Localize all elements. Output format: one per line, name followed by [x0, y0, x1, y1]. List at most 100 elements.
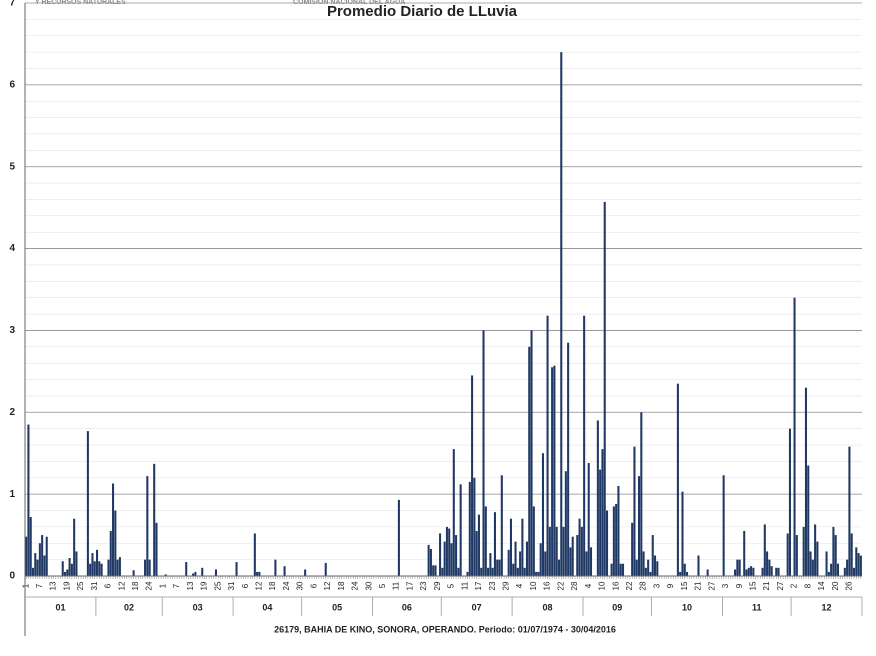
bar: [679, 571, 682, 576]
bar: [850, 533, 853, 576]
bar: [192, 573, 195, 576]
x-tick-label: 9: [666, 583, 675, 588]
bar: [107, 559, 110, 576]
bar: [73, 518, 76, 576]
bar: [480, 567, 483, 576]
x-tick-label: 4: [515, 583, 524, 588]
bar: [509, 518, 512, 576]
x-tick-label: 30: [364, 581, 373, 590]
bar: [761, 567, 764, 576]
bar: [283, 566, 286, 576]
bar: [256, 571, 259, 576]
bar: [118, 557, 121, 576]
bar: [578, 518, 581, 576]
bar: [644, 567, 647, 576]
x-tick-label: 21: [762, 581, 771, 590]
bar: [525, 541, 529, 576]
bar: [512, 563, 515, 576]
bar: [455, 535, 458, 576]
x-tick-label: 4: [584, 583, 593, 588]
bar: [427, 544, 430, 576]
x-tick-label: 13: [186, 581, 195, 590]
bar: [27, 424, 30, 576]
bar: [619, 563, 622, 576]
bar: [621, 563, 625, 576]
bar: [304, 569, 307, 576]
bar: [654, 555, 657, 576]
bar: [532, 506, 535, 576]
bar: [185, 562, 188, 576]
x-tick-label: 12: [117, 581, 126, 590]
x-tick-label: 13: [49, 581, 58, 590]
month-label: 04: [262, 602, 272, 612]
bar: [36, 559, 39, 576]
y-tick-label: 6: [9, 79, 15, 90]
bar: [859, 555, 862, 576]
x-tick-label: 18: [131, 581, 140, 590]
x-tick-label: 24: [351, 581, 360, 590]
bar: [706, 569, 709, 576]
y-tick-label: 7: [9, 0, 15, 9]
x-tick-label: 7: [35, 583, 44, 588]
bar: [112, 483, 115, 576]
bar: [477, 514, 480, 576]
bar: [114, 510, 117, 576]
bar: [816, 541, 819, 576]
bar: [745, 569, 748, 576]
bar: [795, 535, 798, 576]
bar: [75, 551, 78, 576]
bar: [530, 330, 533, 576]
bar: [651, 535, 654, 576]
x-tick-label: 9: [735, 583, 744, 588]
bar: [155, 522, 158, 576]
bar: [514, 541, 517, 576]
bar: [132, 570, 135, 576]
bar: [43, 555, 46, 576]
month-label: 11: [752, 602, 762, 612]
bar: [537, 571, 540, 576]
bar: [743, 530, 746, 576]
bar: [637, 476, 641, 576]
bar: [324, 562, 327, 576]
x-tick-label: 29: [433, 581, 442, 590]
bar: [61, 561, 64, 576]
bar: [580, 526, 583, 576]
bar: [235, 562, 238, 576]
bar: [100, 563, 103, 576]
bar: [25, 536, 28, 576]
bar: [475, 530, 478, 576]
bar: [775, 567, 778, 576]
bar: [500, 475, 503, 576]
x-tick-label: 18: [268, 581, 277, 590]
bar: [459, 484, 462, 576]
bar: [610, 563, 613, 576]
bar: [683, 563, 686, 576]
bar: [38, 543, 41, 576]
bar: [70, 563, 73, 576]
chart-title: Promedio Diario de LLuvia: [327, 3, 518, 20]
y-tick-label: 4: [9, 243, 15, 254]
month-label: 01: [55, 602, 65, 612]
bar: [635, 559, 638, 576]
bar: [834, 535, 837, 576]
bar: [528, 346, 531, 576]
bar: [825, 551, 828, 576]
bar: [676, 383, 679, 576]
x-tick-label: 11: [392, 581, 401, 590]
bar: [201, 567, 204, 576]
bar: [484, 506, 487, 576]
bar: [68, 557, 71, 576]
bar: [827, 571, 830, 576]
bar: [445, 526, 448, 576]
bar: [587, 463, 590, 576]
bar: [596, 420, 599, 576]
bar: [214, 569, 217, 576]
bar: [89, 563, 92, 576]
bar: [535, 571, 538, 576]
x-tick-label: 5: [378, 583, 387, 588]
x-tick-label: 31: [90, 581, 99, 590]
bar: [603, 201, 606, 577]
bar: [253, 533, 256, 576]
bar: [843, 567, 846, 576]
bar: [86, 431, 89, 576]
